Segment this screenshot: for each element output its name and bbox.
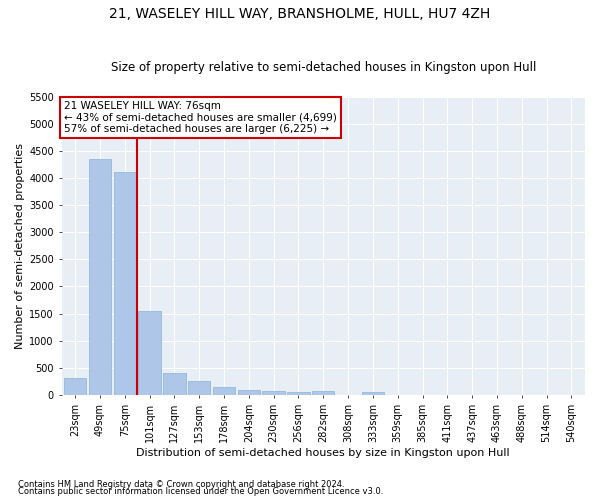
Bar — [163, 373, 185, 395]
Bar — [312, 390, 334, 395]
Bar — [113, 172, 136, 395]
Bar — [238, 390, 260, 395]
Bar — [287, 392, 310, 395]
Bar — [89, 159, 111, 395]
Y-axis label: Number of semi-detached properties: Number of semi-detached properties — [15, 142, 25, 348]
Bar — [213, 387, 235, 395]
Text: Contains HM Land Registry data © Crown copyright and database right 2024.: Contains HM Land Registry data © Crown c… — [18, 480, 344, 489]
Bar — [139, 311, 161, 395]
Bar — [64, 378, 86, 395]
Text: Contains public sector information licensed under the Open Government Licence v3: Contains public sector information licen… — [18, 488, 383, 496]
Title: Size of property relative to semi-detached houses in Kingston upon Hull: Size of property relative to semi-detach… — [110, 62, 536, 74]
Bar — [188, 382, 211, 395]
Bar — [262, 390, 285, 395]
X-axis label: Distribution of semi-detached houses by size in Kingston upon Hull: Distribution of semi-detached houses by … — [136, 448, 510, 458]
Text: 21, WASELEY HILL WAY, BRANSHOLME, HULL, HU7 4ZH: 21, WASELEY HILL WAY, BRANSHOLME, HULL, … — [109, 8, 491, 22]
Text: 21 WASELEY HILL WAY: 76sqm
← 43% of semi-detached houses are smaller (4,699)
57%: 21 WASELEY HILL WAY: 76sqm ← 43% of semi… — [64, 101, 337, 134]
Bar — [362, 392, 384, 395]
